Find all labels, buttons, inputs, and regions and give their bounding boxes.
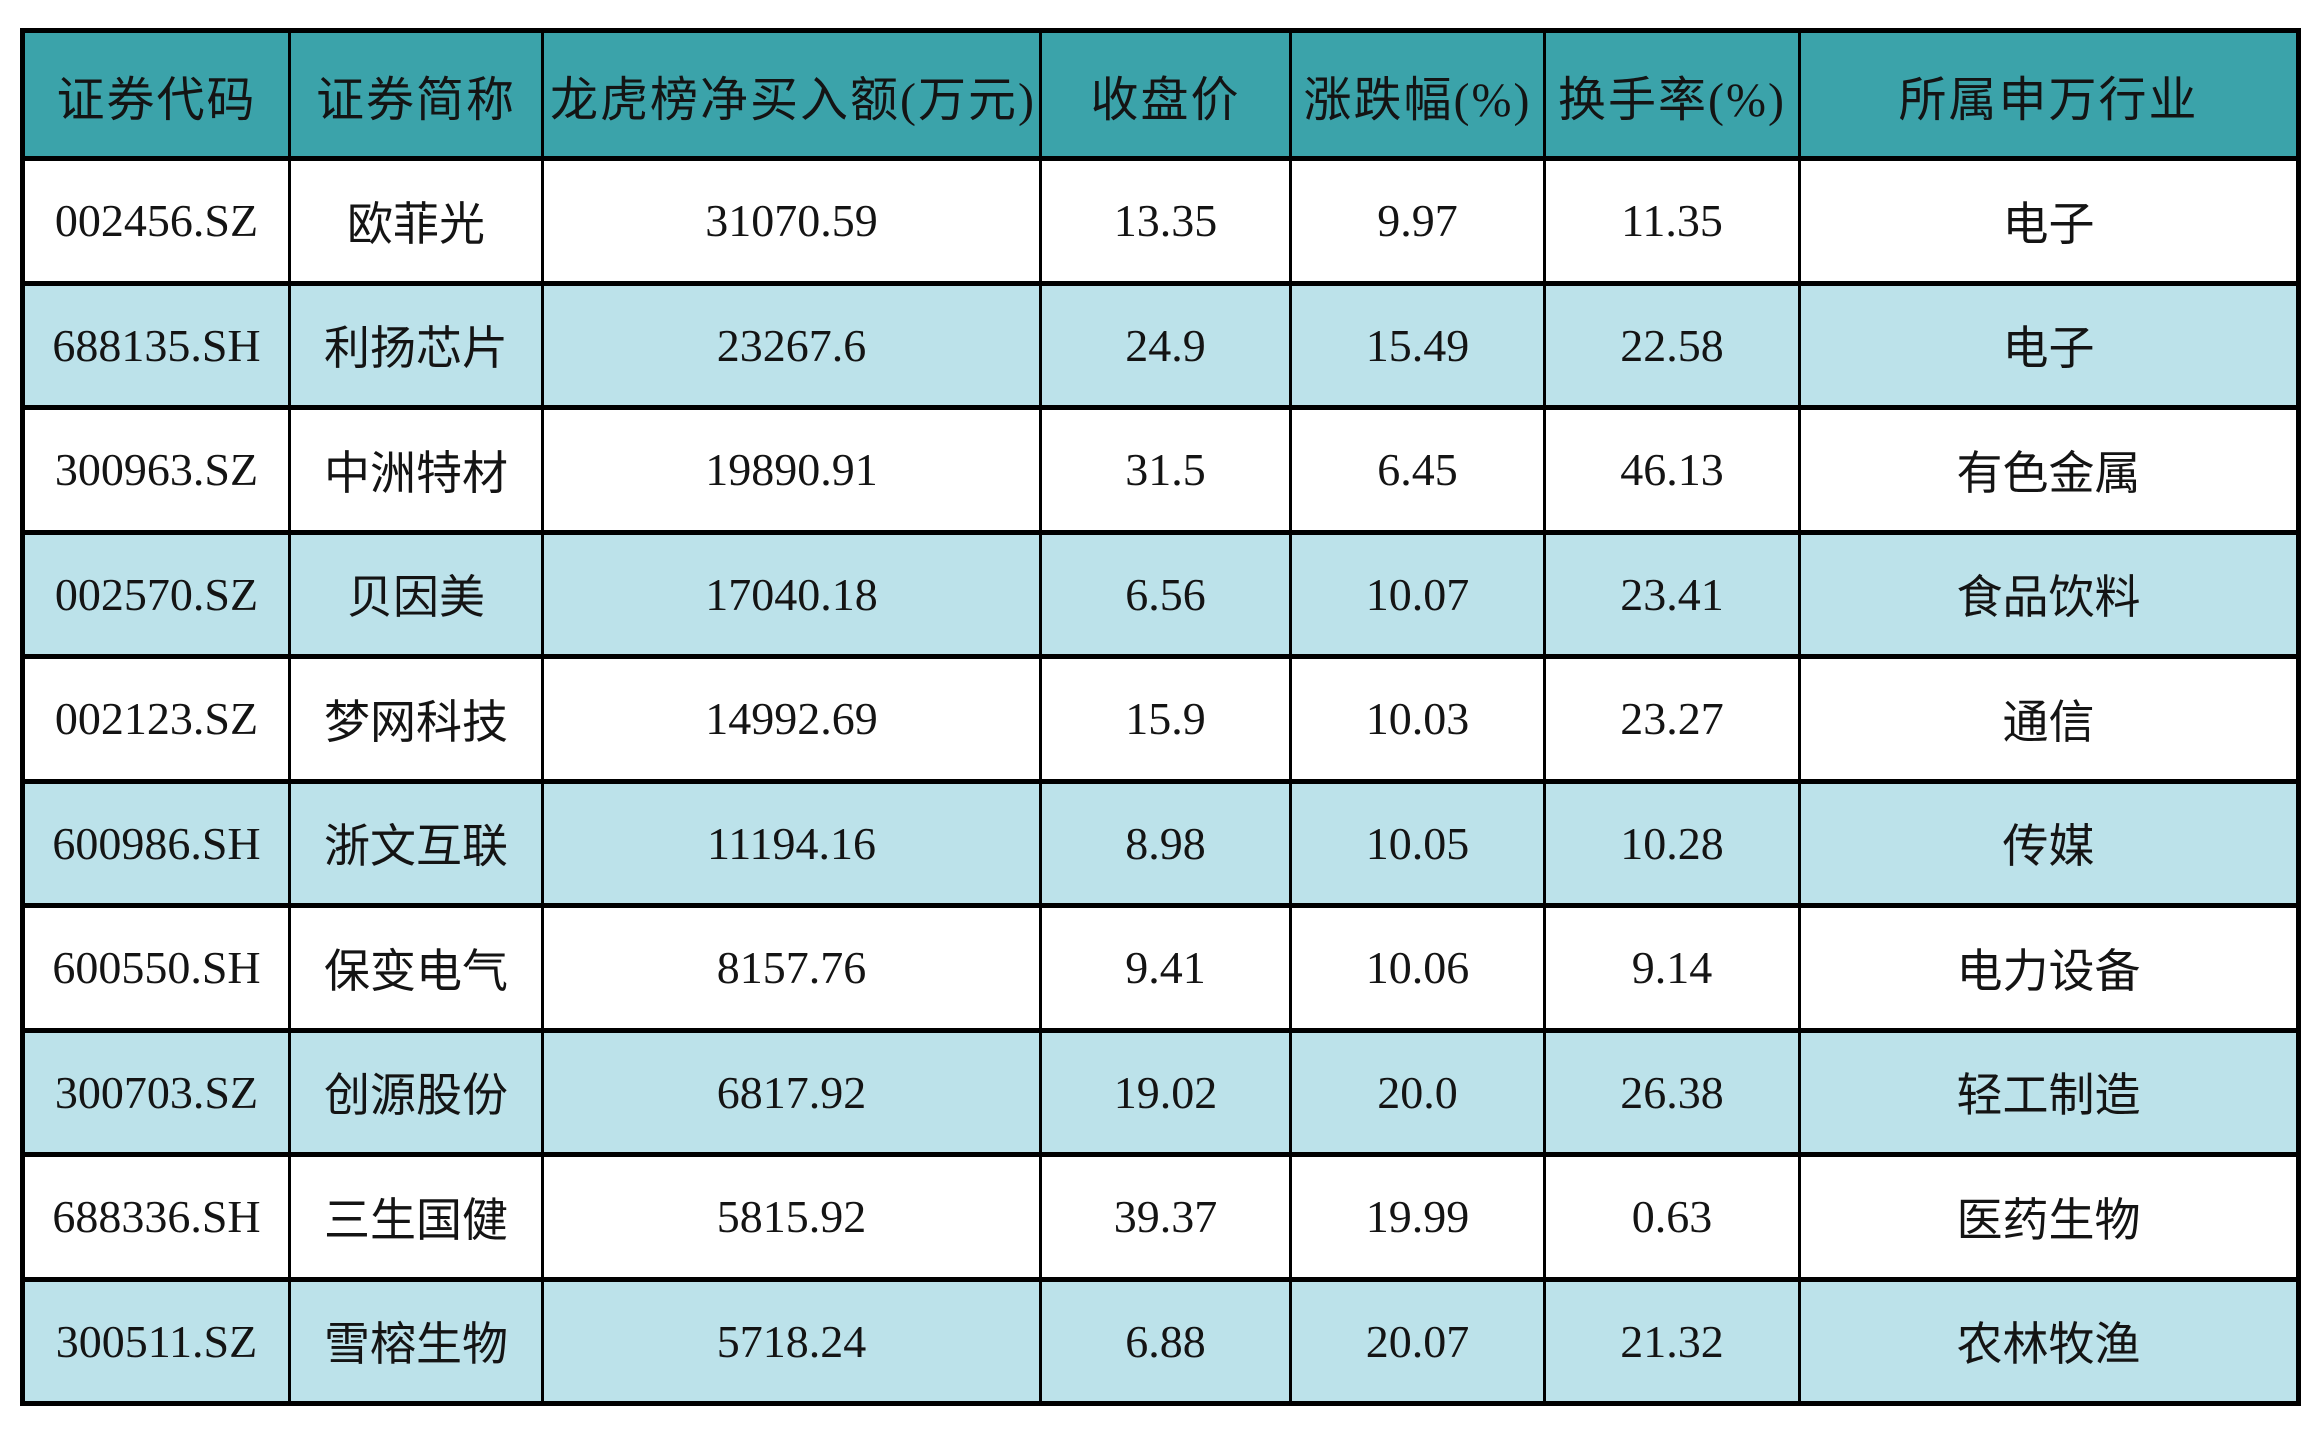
cell-change_pct: 19.99	[1289, 1152, 1546, 1282]
cell-close: 24.9	[1039, 280, 1292, 410]
cell-sw_industry: 医药生物	[1798, 1152, 2300, 1282]
cell-turnover_pct: 11.35	[1543, 156, 1801, 286]
cell-code: 600986.SH	[21, 778, 291, 908]
stock-table-container: 证券代码 证券简称 龙虎榜净买入额(万元) 收盘价 涨跌幅(%) 换手率(%) …	[20, 28, 2301, 1406]
cell-change_pct: 10.05	[1289, 778, 1546, 908]
table-row: 002456.SZ 欧菲光 31070.59 13.35 9.97 11.35 电子	[21, 156, 2300, 286]
cell-sw_industry: 有色金属	[1798, 405, 2300, 535]
cell-name: 欧菲光	[288, 156, 544, 286]
cell-net_buy_wan: 31070.59	[541, 156, 1042, 286]
cell-turnover_pct: 26.38	[1543, 1027, 1801, 1157]
cell-close: 9.41	[1039, 903, 1292, 1033]
cell-turnover_pct: 23.27	[1543, 654, 1801, 784]
cell-change_pct: 15.49	[1289, 280, 1546, 410]
cell-turnover_pct: 9.14	[1543, 903, 1801, 1033]
cell-sw_industry: 通信	[1798, 654, 2300, 784]
cell-turnover_pct: 23.41	[1543, 529, 1801, 659]
header-row: 证券代码 证券简称 龙虎榜净买入额(万元) 收盘价 涨跌幅(%) 换手率(%) …	[21, 28, 2300, 161]
cell-turnover_pct: 22.58	[1543, 280, 1801, 410]
table-body: 002456.SZ 欧菲光 31070.59 13.35 9.97 11.35 电子 6881…	[21, 156, 2300, 1406]
cell-net_buy_wan: 11194.16	[541, 778, 1042, 908]
column-header-net-buy: 龙虎榜净买入额(万元)	[541, 28, 1042, 161]
cell-name: 雪榕生物	[288, 1276, 544, 1406]
table-row: 300963.SZ 中洲特材 19890.91 31.5 6.45 46.13 有色金属	[21, 405, 2300, 535]
table-row: 688336.SH 三生国健 5815.92 39.37 19.99 0.63 医药生物	[21, 1152, 2300, 1282]
cell-net_buy_wan: 17040.18	[541, 529, 1042, 659]
table-row: 600986.SH 浙文互联 11194.16 8.98 10.05 10.28 传媒	[21, 778, 2300, 908]
table-row: 002570.SZ 贝因美 17040.18 6.56 10.07 23.41 食品饮料	[21, 529, 2300, 659]
dragon-tiger-stock-table: 证券代码 证券简称 龙虎榜净买入额(万元) 收盘价 涨跌幅(%) 换手率(%) …	[20, 28, 2301, 1406]
cell-close: 6.88	[1039, 1276, 1292, 1406]
cell-turnover_pct: 21.32	[1543, 1276, 1801, 1406]
cell-name: 梦网科技	[288, 654, 544, 784]
cell-code: 300963.SZ	[21, 405, 291, 535]
cell-close: 13.35	[1039, 156, 1292, 286]
cell-close: 19.02	[1039, 1027, 1292, 1157]
cell-net_buy_wan: 6817.92	[541, 1027, 1042, 1157]
cell-change_pct: 10.03	[1289, 654, 1546, 784]
cell-sw_industry: 轻工制造	[1798, 1027, 2300, 1157]
table-row: 688135.SH 利扬芯片 23267.6 24.9 15.49 22.58 电子	[21, 280, 2300, 410]
cell-sw_industry: 电子	[1798, 156, 2300, 286]
cell-name: 创源股份	[288, 1027, 544, 1157]
cell-net_buy_wan: 14992.69	[541, 654, 1042, 784]
cell-change_pct: 20.07	[1289, 1276, 1546, 1406]
column-header-close: 收盘价	[1039, 28, 1292, 161]
cell-name: 保变电气	[288, 903, 544, 1033]
cell-change_pct: 6.45	[1289, 405, 1546, 535]
cell-change_pct: 10.07	[1289, 529, 1546, 659]
cell-turnover_pct: 0.63	[1543, 1152, 1801, 1282]
table-row: 002123.SZ 梦网科技 14992.69 15.9 10.03 23.27 通信	[21, 654, 2300, 784]
cell-sw_industry: 电子	[1798, 280, 2300, 410]
cell-code: 688135.SH	[21, 280, 291, 410]
cell-change_pct: 9.97	[1289, 156, 1546, 286]
cell-code: 002570.SZ	[21, 529, 291, 659]
column-header-change-pct: 涨跌幅(%)	[1289, 28, 1546, 161]
cell-net_buy_wan: 23267.6	[541, 280, 1042, 410]
cell-turnover_pct: 46.13	[1543, 405, 1801, 535]
cell-sw_industry: 电力设备	[1798, 903, 2300, 1033]
cell-net_buy_wan: 5815.92	[541, 1152, 1042, 1282]
cell-close: 15.9	[1039, 654, 1292, 784]
table-row: 300703.SZ 创源股份 6817.92 19.02 20.0 26.38 轻工制造	[21, 1027, 2300, 1157]
cell-code: 688336.SH	[21, 1152, 291, 1282]
cell-close: 39.37	[1039, 1152, 1292, 1282]
cell-close: 31.5	[1039, 405, 1292, 535]
table-row: 300511.SZ 雪榕生物 5718.24 6.88 20.07 21.32 农林牧渔	[21, 1276, 2300, 1406]
cell-close: 6.56	[1039, 529, 1292, 659]
cell-close: 8.98	[1039, 778, 1292, 908]
cell-code: 600550.SH	[21, 903, 291, 1033]
cell-code: 002456.SZ	[21, 156, 291, 286]
cell-net_buy_wan: 8157.76	[541, 903, 1042, 1033]
cell-name: 浙文互联	[288, 778, 544, 908]
cell-code: 300703.SZ	[21, 1027, 291, 1157]
column-header-sw-industry: 所属申万行业	[1798, 28, 2300, 161]
cell-change_pct: 10.06	[1289, 903, 1546, 1033]
cell-code: 002123.SZ	[21, 654, 291, 784]
cell-turnover_pct: 10.28	[1543, 778, 1801, 908]
cell-sw_industry: 传媒	[1798, 778, 2300, 908]
cell-name: 三生国健	[288, 1152, 544, 1282]
cell-change_pct: 20.0	[1289, 1027, 1546, 1157]
column-header-code: 证券代码	[21, 28, 291, 161]
cell-net_buy_wan: 19890.91	[541, 405, 1042, 535]
cell-sw_industry: 食品饮料	[1798, 529, 2300, 659]
cell-sw_industry: 农林牧渔	[1798, 1276, 2300, 1406]
cell-name: 贝因美	[288, 529, 544, 659]
cell-name: 利扬芯片	[288, 280, 544, 410]
cell-name: 中洲特材	[288, 405, 544, 535]
column-header-name: 证券简称	[288, 28, 544, 161]
column-header-turnover-pct: 换手率(%)	[1543, 28, 1801, 161]
cell-code: 300511.SZ	[21, 1276, 291, 1406]
cell-net_buy_wan: 5718.24	[541, 1276, 1042, 1406]
table-row: 600550.SH 保变电气 8157.76 9.41 10.06 9.14 电力设备	[21, 903, 2300, 1033]
table-header: 证券代码 证券简称 龙虎榜净买入额(万元) 收盘价 涨跌幅(%) 换手率(%) …	[21, 28, 2300, 161]
